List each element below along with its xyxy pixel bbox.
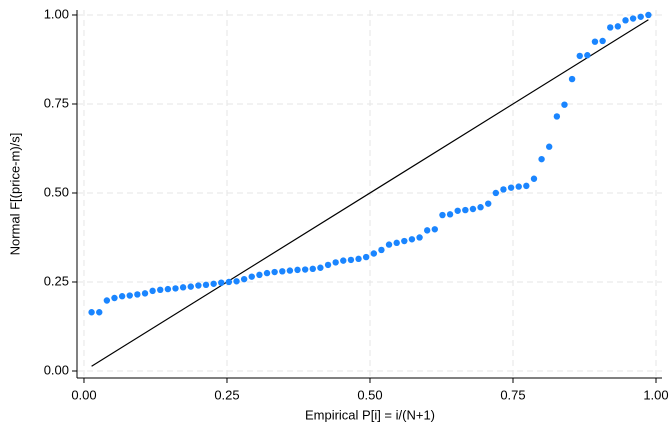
point bbox=[164, 285, 172, 293]
point bbox=[378, 246, 385, 254]
point bbox=[393, 239, 400, 247]
y-tick-label: 0.75 bbox=[44, 95, 69, 110]
y-tick-label: 0.50 bbox=[44, 184, 69, 199]
y-tick-label: 0.00 bbox=[44, 362, 69, 377]
point bbox=[332, 259, 339, 266]
point bbox=[340, 257, 347, 264]
y-tick-label: 0.25 bbox=[44, 273, 69, 288]
reference-line bbox=[91, 19, 649, 367]
point bbox=[439, 211, 446, 219]
point bbox=[462, 206, 469, 214]
point bbox=[111, 294, 118, 302]
point bbox=[233, 278, 240, 285]
point bbox=[561, 101, 568, 108]
point bbox=[500, 186, 507, 193]
point bbox=[523, 182, 530, 190]
point bbox=[301, 266, 309, 273]
point bbox=[286, 267, 294, 274]
point bbox=[271, 268, 278, 276]
point bbox=[362, 253, 370, 261]
x-tick-label: 0.50 bbox=[357, 387, 382, 402]
point bbox=[103, 297, 111, 304]
point bbox=[645, 11, 652, 19]
point bbox=[179, 284, 187, 291]
y-axis-label: Normal F[(price-m)/s] bbox=[7, 133, 22, 256]
point bbox=[210, 280, 217, 287]
point bbox=[385, 241, 393, 248]
x-tick-label: 0.25 bbox=[214, 387, 239, 402]
point bbox=[629, 15, 637, 22]
point bbox=[279, 268, 286, 275]
point bbox=[126, 292, 133, 299]
x-tick-label: 0.00 bbox=[71, 387, 96, 402]
point bbox=[88, 309, 95, 316]
point bbox=[545, 143, 553, 150]
point bbox=[240, 275, 248, 283]
point bbox=[263, 269, 271, 277]
point bbox=[256, 271, 263, 279]
point bbox=[370, 250, 378, 257]
point bbox=[172, 285, 179, 292]
point bbox=[538, 155, 545, 163]
point bbox=[576, 52, 583, 60]
point bbox=[454, 207, 461, 214]
point bbox=[225, 278, 233, 286]
point bbox=[317, 264, 324, 271]
point bbox=[195, 282, 202, 289]
point bbox=[492, 189, 500, 197]
point bbox=[149, 287, 156, 295]
point bbox=[118, 293, 126, 300]
point bbox=[530, 175, 538, 182]
point bbox=[607, 24, 614, 31]
point bbox=[423, 227, 431, 234]
point bbox=[408, 236, 416, 243]
point bbox=[599, 37, 606, 45]
point bbox=[309, 265, 316, 273]
point bbox=[248, 273, 255, 280]
point bbox=[553, 113, 561, 120]
point bbox=[294, 266, 301, 274]
point bbox=[584, 52, 591, 59]
point bbox=[446, 211, 454, 218]
point bbox=[355, 255, 362, 263]
point bbox=[401, 237, 408, 245]
point bbox=[187, 283, 194, 290]
point bbox=[568, 75, 576, 83]
point bbox=[202, 281, 210, 289]
point bbox=[469, 205, 477, 213]
point bbox=[324, 261, 332, 269]
point bbox=[515, 183, 522, 190]
y-tick-label: 1.00 bbox=[44, 6, 69, 21]
point bbox=[157, 286, 164, 294]
point bbox=[431, 226, 438, 233]
point bbox=[416, 234, 423, 241]
x-tick-label: 0.75 bbox=[500, 387, 525, 402]
point bbox=[218, 279, 225, 286]
point bbox=[622, 17, 629, 24]
point bbox=[507, 184, 515, 191]
x-tick-label: 1.00 bbox=[643, 387, 668, 402]
point bbox=[134, 291, 141, 298]
point bbox=[637, 13, 644, 20]
point bbox=[96, 309, 103, 316]
point bbox=[347, 256, 355, 264]
point bbox=[591, 38, 599, 45]
point bbox=[614, 23, 622, 30]
point bbox=[477, 204, 484, 211]
point bbox=[485, 200, 492, 207]
point bbox=[141, 290, 149, 297]
x-axis-label: Empirical P[i] = i/(N+1) bbox=[305, 407, 435, 422]
